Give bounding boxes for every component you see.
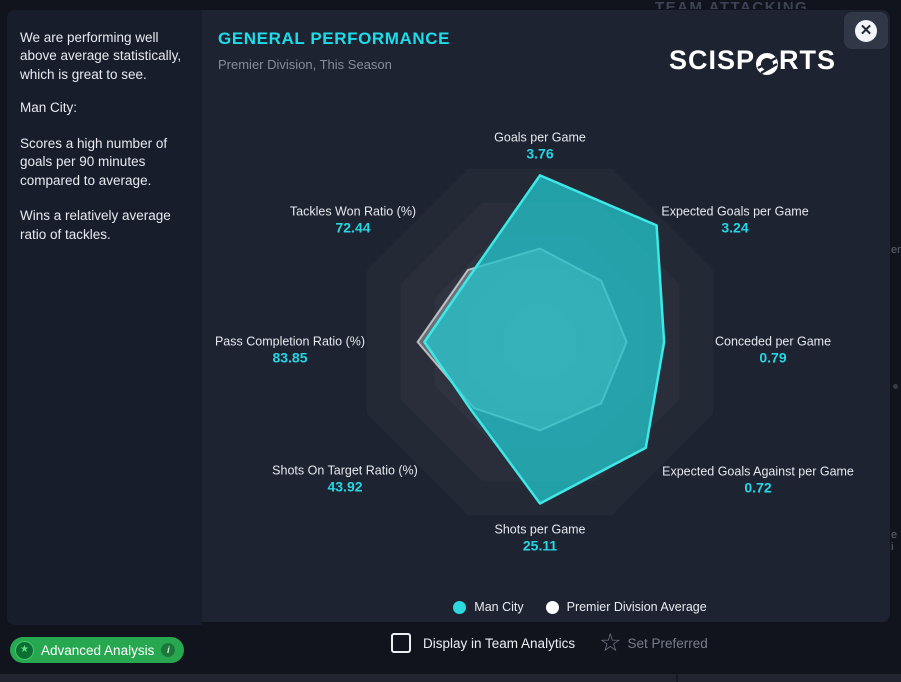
background-text-fragment: er [891, 244, 901, 256]
chart-legend: Man City Premier Division Average [202, 600, 890, 614]
background-right-strip: er e i [890, 0, 901, 682]
axis-name: Goals per Game [494, 130, 586, 145]
panel-title: GENERAL PERFORMANCE [218, 29, 451, 48]
background-text-fragment: e i [891, 529, 898, 553]
footer-controls: Display in Team Analytics ☆ Set Preferre… [391, 629, 708, 657]
axis-label-6: Pass Completion Ratio (%) 83.85 [215, 335, 365, 366]
axis-label-7: Tackles Won Ratio (%) 72.44 [290, 205, 416, 236]
axis-name: Pass Completion Ratio (%) [214, 334, 366, 349]
close-button[interactable]: ✕ [844, 12, 888, 49]
axis-value: 0.79 [759, 349, 787, 366]
analysis-paragraph: Scores a high number of goals per 90 min… [20, 135, 168, 188]
axis-name: Expected Goals per Game [661, 204, 809, 219]
background-top-strip: TEAM ATTACKING [0, 0, 901, 9]
legend-dot-man-city [453, 600, 467, 614]
background-dot-fragment [893, 384, 898, 389]
radar-chart-svg [416, 174, 666, 505]
display-in-team-analytics-label[interactable]: Display in Team Analytics [423, 635, 576, 651]
analysis-paragraph: Wins a relatively average ratio of tackl… [20, 208, 171, 242]
advanced-analysis-button[interactable]: ★ Advanced Analysis i [10, 637, 185, 663]
axis-value: 83.85 [272, 349, 308, 366]
set-preferred-star-icon[interactable]: ☆ [599, 629, 622, 657]
brand-text-right: RTS [779, 45, 836, 75]
advanced-analysis-label: Advanced Analysis [41, 642, 155, 658]
background-bottom-strip [0, 674, 901, 682]
axis-name: Tackles Won Ratio (%) [289, 204, 417, 219]
axis-value: 3.24 [721, 219, 749, 236]
info-icon: i [161, 643, 176, 657]
scisports-logo: SCISP RTS [669, 45, 836, 76]
scisports-ball-icon [756, 51, 778, 75]
axis-label-3: Expected Goals Against per Game 0.72 [662, 465, 854, 496]
axis-label-2: Conceded per Game 0.79 [715, 335, 831, 366]
axis-value: 72.44 [335, 219, 371, 236]
axis-value: 0.72 [744, 479, 772, 496]
radar-chart: Goals per Game 3.76 Expected Goals per Gam… [202, 10, 890, 622]
legend-dot-average [545, 600, 559, 614]
axis-name: Shots On Target Ratio (%) [272, 463, 418, 478]
axis-name: Expected Goals Against per Game [662, 464, 854, 479]
axis-name: Shots per Game [494, 522, 586, 537]
axis-value: 43.92 [327, 478, 363, 495]
axis-value: 3.76 [526, 145, 554, 162]
legend-label: Man City [474, 600, 524, 614]
analysis-paragraph: Man City: [20, 100, 78, 116]
axis-label-0: Goals per Game 3.76 [494, 131, 586, 162]
axis-label-1: Expected Goals per Game 3.24 [661, 205, 808, 236]
legend-label: Premier Division Average [566, 600, 707, 614]
star-badge-icon: ★ [15, 640, 34, 660]
background-header-text: TEAM ATTACKING [655, 0, 809, 9]
analysis-paragraph: We are performing well above average sta… [20, 30, 182, 82]
close-icon: ✕ [855, 19, 877, 42]
set-preferred-label[interactable]: Set Preferred [627, 635, 708, 651]
legend-item-man-city: Man City [453, 600, 524, 614]
panel-subtitle: Premier Division, This Season [218, 57, 392, 72]
axis-label-5: Shots On Target Ratio (%) 43.92 [272, 464, 418, 495]
general-performance-panel: GENERAL PERFORMANCE Premier Division, Th… [202, 10, 890, 622]
display-in-team-analytics-checkbox[interactable] [391, 633, 411, 653]
analysis-sidebar: We are performing well above average sta… [7, 10, 202, 625]
axis-value: 25.11 [522, 537, 558, 554]
brand-text-left: SCISP [668, 45, 755, 75]
legend-item-average: Premier Division Average [545, 600, 707, 614]
axis-label-4: Shots per Game 25.11 [494, 523, 585, 554]
axis-name: Conceded per Game [714, 334, 832, 349]
bottom-strip-divider [676, 674, 678, 682]
